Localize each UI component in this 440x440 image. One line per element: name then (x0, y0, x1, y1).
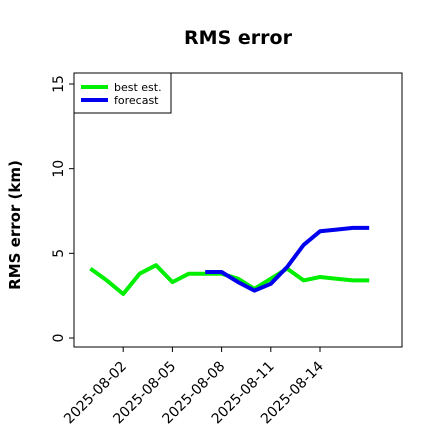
y-tick-label: 0 (51, 334, 67, 343)
y-tick-label: 10 (51, 160, 67, 178)
legend-entry: forecast (114, 94, 159, 107)
plot-frame (73, 72, 403, 348)
plot-area (89, 225, 370, 296)
y-tick-label: 5 (51, 249, 67, 258)
legend: best est.forecast (73, 72, 172, 114)
y-tick-label: 15 (51, 75, 67, 93)
chart-title: RMS error (184, 27, 293, 49)
y-axis-label: RMS error (km) (6, 160, 24, 290)
axes: 0510152025-08-022025-08-052025-08-082025… (51, 72, 403, 427)
series-line-best-est (89, 263, 370, 296)
legend-entry: best est. (114, 81, 162, 94)
series-line-forecast (205, 225, 370, 293)
legend-box (73, 72, 172, 114)
